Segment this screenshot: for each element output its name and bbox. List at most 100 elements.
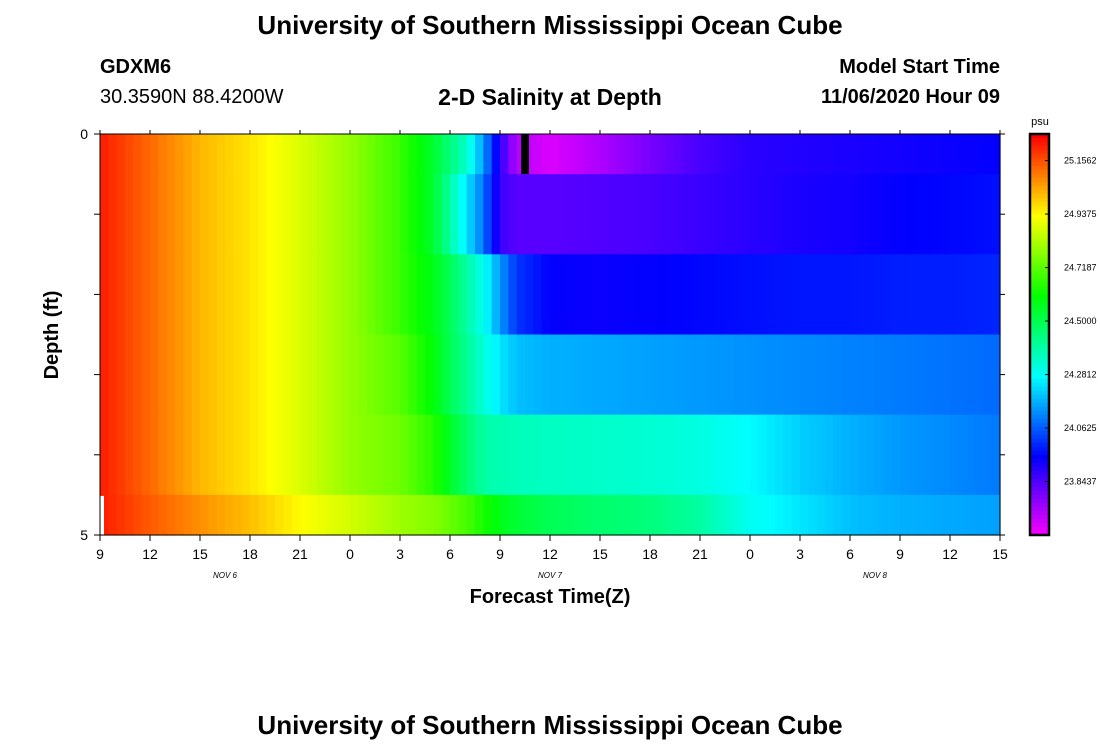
heatmap-cell [341,414,351,496]
heatmap-cell [141,174,151,255]
x-tick-label: 18 [642,546,658,562]
x-tick-label: 12 [542,546,558,562]
heatmap-cell [525,134,534,175]
heatmap-cell [408,254,418,336]
heatmap-cell [875,134,884,175]
heatmap-cell [616,254,626,336]
heatmap-cell [866,174,876,255]
heatmap-cell [641,174,651,255]
heatmap-cell [691,134,701,175]
heatmap-cell [658,254,668,336]
heatmap-cell [575,334,584,416]
heatmap-cell [566,134,576,175]
heatmap-cell [433,174,443,255]
heatmap-cell [183,254,193,336]
heatmap-cell [233,174,243,255]
heatmap-cell [475,414,484,496]
heatmap-cell [550,254,559,336]
colorbar-segment [1030,338,1049,344]
colorbar-segment [1030,514,1049,520]
heatmap-cell [608,334,618,416]
heatmap-cell [816,174,826,255]
heatmap-cell [466,254,476,336]
heatmap-cell [508,174,518,255]
heatmap-cell [700,494,709,536]
heatmap-cell [758,134,768,175]
heatmap-cell [458,254,468,336]
colorbar-tick-label: 24.5000 [1064,316,1097,326]
heatmap-cell [725,334,734,416]
heatmap-cell [233,334,243,416]
heatmap-cell [650,134,659,175]
colorbar-frame [1028,132,1051,537]
heatmap-cells [100,134,1001,536]
heatmap-cell [925,254,934,336]
heatmap-cell [616,414,626,496]
heatmap-cell [708,134,718,175]
heatmap-cell [600,414,609,496]
colorbar-segment [1030,134,1049,139]
heatmap-cell [566,254,576,336]
heatmap-cell [950,134,959,175]
model-start-label: Model Start Time [839,56,1000,78]
heatmap-cell [175,174,184,255]
heatmap-cell [975,414,984,496]
colorbar-segment [1030,150,1049,155]
y-tick-label: 5 [80,527,88,543]
heatmap-cell [208,494,218,536]
heatmap-cell [708,414,718,496]
heatmap-cell [475,134,484,175]
colorbar-segment [1030,442,1049,448]
heatmap-cell [166,174,176,255]
x-tick-label: 6 [846,546,854,562]
heatmap-cell [250,174,259,255]
heatmap-cell [700,334,709,416]
heatmap-cell [408,334,418,416]
colorbar-segment [1030,218,1049,223]
heatmap-cell [133,414,143,496]
heatmap-cell [258,334,268,416]
heatmap-cell [850,134,859,175]
heatmap-cell [575,414,584,496]
chart-axes: 9 12 15 18 21 0 3 6 9 12 15 18 21 0 3 6 9 12 15 NOV 6 NOV 7 N… [80,126,1008,580]
heatmap-cell [125,254,134,336]
colorbar-segment [1030,174,1049,179]
heatmap-cell [341,134,351,175]
colorbar-segment [1030,246,1049,251]
heatmap-cell [141,134,151,175]
heatmap-cell [750,334,759,416]
heatmap-cell [300,494,309,536]
x-tick-label: 15 [192,546,208,562]
heatmap-cell [441,494,451,536]
heatmap-cell [775,174,784,255]
heatmap-cell [758,494,768,536]
heatmap-cell [400,334,409,416]
heatmap-cell [316,174,326,255]
heatmap-cell [383,254,393,336]
heatmap-cell [766,254,776,336]
heatmap-cell [266,254,276,336]
heatmap-cell [591,174,601,255]
heatmap-cell [983,334,993,416]
heatmap-cell [783,414,793,496]
heatmap-cell [500,414,509,496]
heatmap-cell [666,174,676,255]
heatmap-cell [200,134,209,175]
heatmap-cell [983,174,993,255]
heatmap-cell [158,254,168,336]
heatmap-cell [175,334,184,416]
colorbar-segment [1030,222,1049,227]
heatmap-cell [816,334,826,416]
heatmap-cell [733,334,743,416]
heatmap-cell [341,494,351,536]
heatmap-cell [875,334,884,416]
heatmap-cell [358,134,368,175]
heatmap-cell [116,414,126,496]
heatmap-cell [866,254,876,336]
heatmap-cell [208,334,218,416]
heatmap-cell [333,494,343,536]
colorbar-segment [1030,186,1049,191]
heatmap-cell [950,494,959,536]
heatmap-cell [416,334,426,416]
heatmap-cell [141,414,151,496]
